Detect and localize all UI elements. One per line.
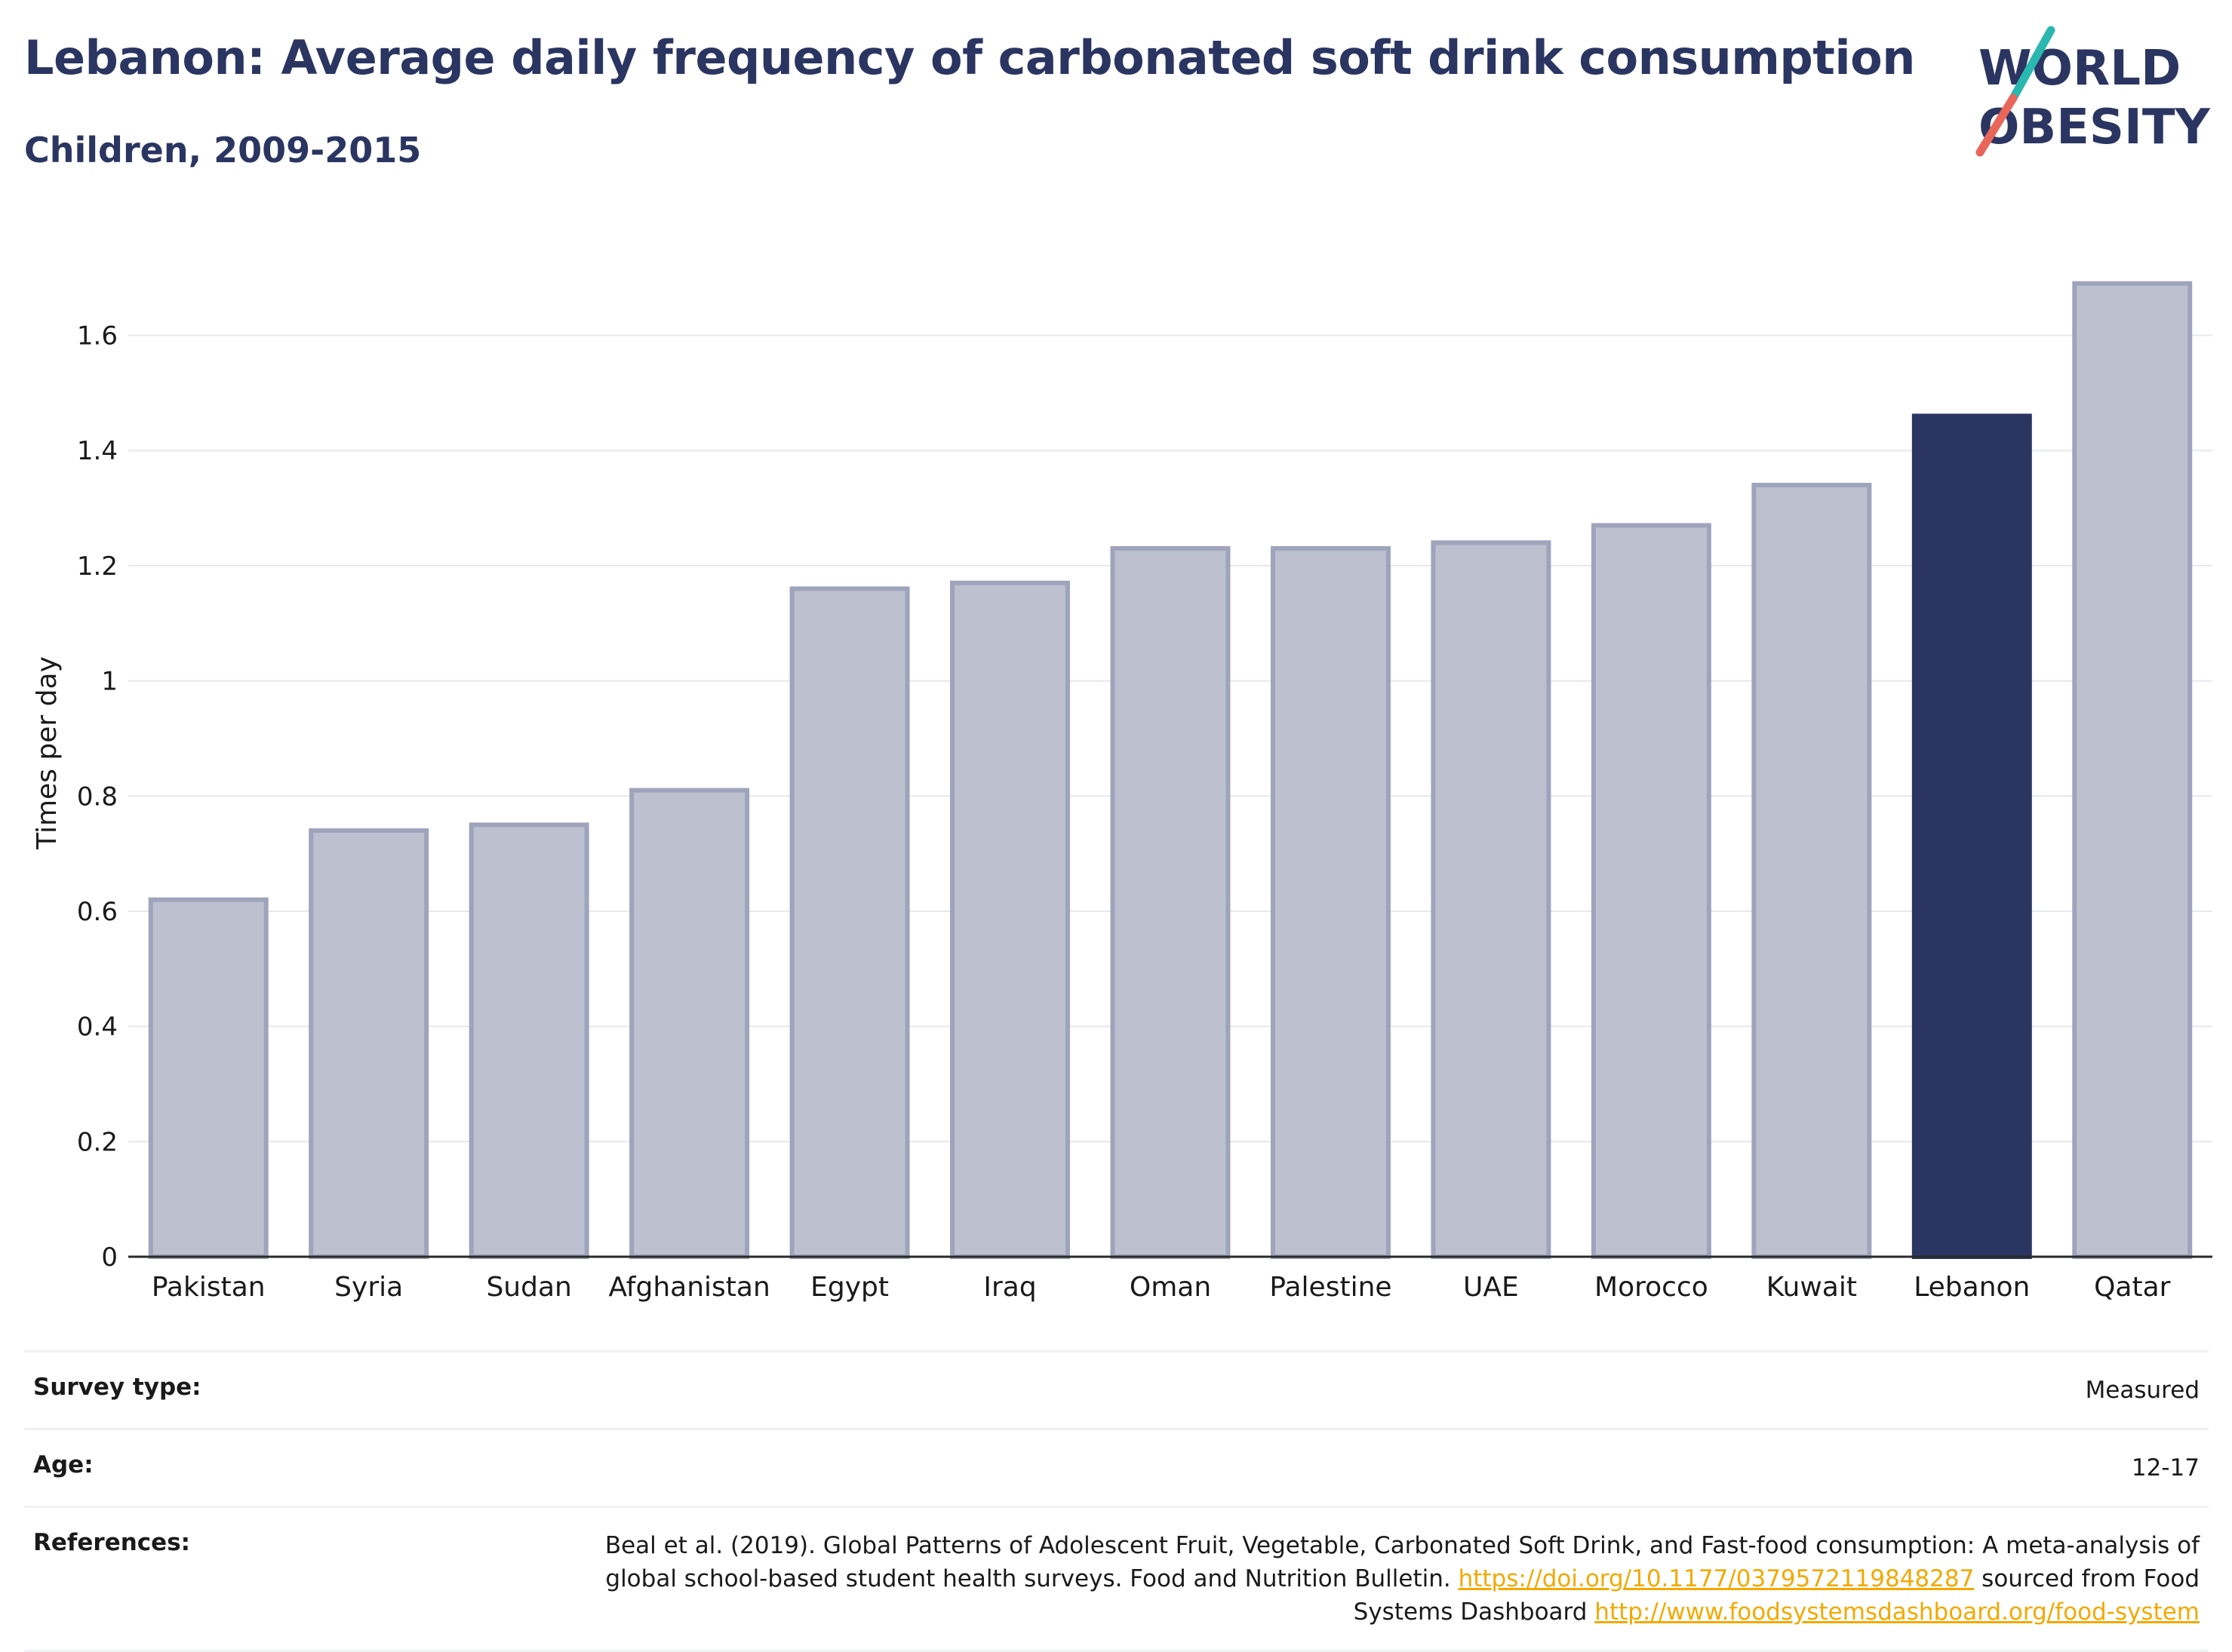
y-tick-label: 0.8	[77, 781, 118, 812]
info-row: Survey type: Measured	[24, 1351, 2209, 1429]
y-tick-label: 1.2	[77, 551, 118, 582]
bar-iraq	[950, 580, 1071, 1259]
logo-slash-teal	[2009, 26, 2055, 103]
info-value: 12-17	[2131, 1454, 2200, 1482]
logo-slash-coral	[1975, 94, 2018, 157]
y-tick-label: 0	[101, 1242, 118, 1273]
references-label: References:	[33, 1529, 191, 1556]
food-systems-dashboard-link[interactable]: http://www.foodsystemsdashboard.org/food…	[1594, 1598, 2200, 1626]
bar-chart: 0 0.2 0.4 0.6 0.8 1 1.2 1.4 1.6 Pakistan Syria Suda…	[32, 281, 2212, 1303]
y-tick-label: 1	[101, 667, 118, 697]
bar-qatar	[2072, 281, 2193, 1260]
y-tick-label: 1.6	[77, 321, 118, 352]
references-row: References: Beal et al. (2019). Global Pa…	[24, 1506, 2209, 1651]
references-source-text: sourced from Food Systems Dashboard	[1353, 1565, 2200, 1626]
bar-sudan	[469, 822, 589, 1259]
y-axis-label: Times per day	[32, 656, 63, 850]
references-text: Beal et al. (2019). Global Patterns of A…	[555, 1529, 2200, 1629]
x-tick-label: Iraq	[983, 1272, 1036, 1303]
doi-link[interactable]: https://doi.org/10.1177/0379572119848287	[1458, 1565, 1975, 1592]
y-tick-label: 0.4	[77, 1012, 118, 1042]
bar-lebanon	[1911, 413, 2032, 1259]
bar-pakistan	[148, 897, 269, 1260]
bars	[148, 281, 2193, 1260]
info-row: Age: 12-17	[24, 1429, 2209, 1507]
x-tick-label: Pakistan	[152, 1272, 266, 1303]
bar-uae	[1431, 540, 1551, 1259]
bar-afghanistan	[629, 788, 750, 1259]
x-tick-label: Qatar	[2094, 1272, 2171, 1303]
y-tick-label: 1.4	[77, 436, 118, 466]
references-citation: Beal et al. (2019). Global Patterns of A…	[604, 1532, 2200, 1592]
references-value: Beal et al. (2019). Global Patterns of A…	[359, 1507, 2209, 1651]
x-tick-label: Oman	[1130, 1272, 1211, 1303]
x-tick-label: Sudan	[486, 1272, 571, 1303]
x-tick-label: Lebanon	[1914, 1272, 2030, 1303]
bar-syria	[309, 828, 429, 1259]
x-tick-label: Morocco	[1594, 1272, 1708, 1303]
bar-kuwait	[1751, 483, 1872, 1259]
info-label: Age:	[33, 1451, 94, 1479]
world-obesity-logo: WORLD OBESITY	[1975, 26, 2210, 157]
bar-oman	[1110, 545, 1231, 1259]
chart-subtitle: Children, 2009-2015	[24, 130, 422, 170]
info-table: Survey type: Measured Age: 12-17 References:…	[24, 1350, 2209, 1652]
x-tick-label: Afghanistan	[608, 1272, 770, 1303]
bar-egypt	[789, 586, 910, 1259]
y-tick-label: 0.2	[77, 1127, 118, 1157]
y-tick-label: 0.6	[77, 897, 118, 927]
x-tick-label: UAE	[1463, 1272, 1519, 1303]
logo-word-obesity: OBESITY	[1978, 100, 2210, 155]
x-tick-label: Kuwait	[1766, 1272, 1857, 1303]
bar-morocco	[1591, 523, 1711, 1259]
x-tick-label: Egypt	[810, 1272, 889, 1303]
info-label: Survey type:	[33, 1374, 201, 1401]
bar-palestine	[1270, 545, 1391, 1259]
x-tick-label: Palestine	[1269, 1272, 1391, 1303]
logo-word-world: WORLD	[1978, 41, 2181, 97]
chart-title: Lebanon: Average daily frequency of carb…	[24, 30, 1915, 85]
info-value: Measured	[2085, 1377, 2200, 1404]
axes: 0 0.2 0.4 0.6 0.8 1 1.2 1.4 1.6 Pakistan Syria Suda…	[77, 321, 2212, 1303]
x-tick-label: Syria	[334, 1272, 403, 1303]
